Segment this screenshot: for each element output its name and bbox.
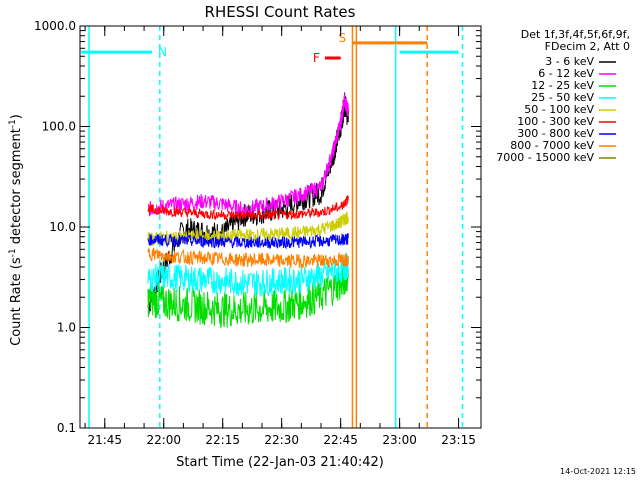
chart-title: RHESSI Count Rates	[205, 3, 356, 21]
flag-label: S	[338, 31, 346, 45]
axis-ticks: 1000.0 100.0 10.0 1.0 0.1 21:45 22:00 22:15 22:3…	[34, 19, 481, 447]
series-line	[147, 211, 349, 246]
y-axis-label-sup2: -1	[8, 119, 18, 128]
y-tick-label: 10.0	[49, 220, 76, 234]
series-line	[147, 232, 349, 250]
plot-frame	[79, 25, 482, 429]
y-axis-label-main: Count Rate (s	[9, 257, 24, 346]
legend-label: 100 - 300 keV	[517, 115, 594, 128]
x-tick-label: 22:00	[146, 433, 181, 447]
legend-label: 300 - 800 keV	[517, 127, 594, 140]
x-tick-label: 23:15	[441, 433, 476, 447]
x-tick-label: 22:15	[205, 433, 240, 447]
legend-label: 50 - 100 keV	[524, 103, 594, 116]
legend-label: 12 - 25 keV	[531, 79, 594, 92]
legend-label: 800 - 7000 keV	[510, 139, 594, 152]
series-line	[147, 252, 349, 297]
series-line	[147, 259, 349, 329]
flag-label: N	[158, 45, 167, 59]
series-line	[147, 92, 349, 315]
x-tick-label: 22:30	[264, 433, 299, 447]
series-line	[147, 247, 349, 270]
y-axis-label-end: )	[9, 114, 24, 119]
y-axis-label-mid: detector segment	[9, 128, 24, 248]
x-axis-label: Start Time (22-Jan-03 21:40:42)	[176, 455, 384, 470]
legend-label: 25 - 50 keV	[531, 91, 594, 104]
legend-label: 6 - 12 keV	[538, 67, 594, 80]
series-line	[147, 93, 349, 217]
x-tick-label: 22:45	[323, 433, 358, 447]
y-tick-label: 1.0	[57, 321, 76, 335]
y-tick-label: 100.0	[42, 120, 76, 134]
series-line	[147, 195, 349, 221]
legend-header-2: FDecim 2, Att 0	[545, 40, 630, 53]
y-tick-label: 0.1	[57, 421, 76, 435]
y-tick-label: 1000.0	[34, 19, 76, 33]
x-tick-label: 21:45	[87, 433, 122, 447]
legend-label: 7000 - 15000 keV	[496, 151, 594, 164]
plot-area: N F S	[81, 26, 464, 428]
legend-header-1: Det 1f,3f,4f,5f,6f,9f,	[521, 28, 630, 41]
y-axis-label: Count Rate (s-1 detector segment-1)	[8, 114, 24, 346]
x-tick-label: 23:00	[382, 433, 417, 447]
flag-label: F	[313, 51, 320, 65]
legend-label: 3 - 6 keV	[545, 55, 594, 68]
footer-timestamp: 14-Oct-2021 12:15	[560, 467, 636, 476]
y-axis-label-sup1: -1	[8, 248, 18, 257]
